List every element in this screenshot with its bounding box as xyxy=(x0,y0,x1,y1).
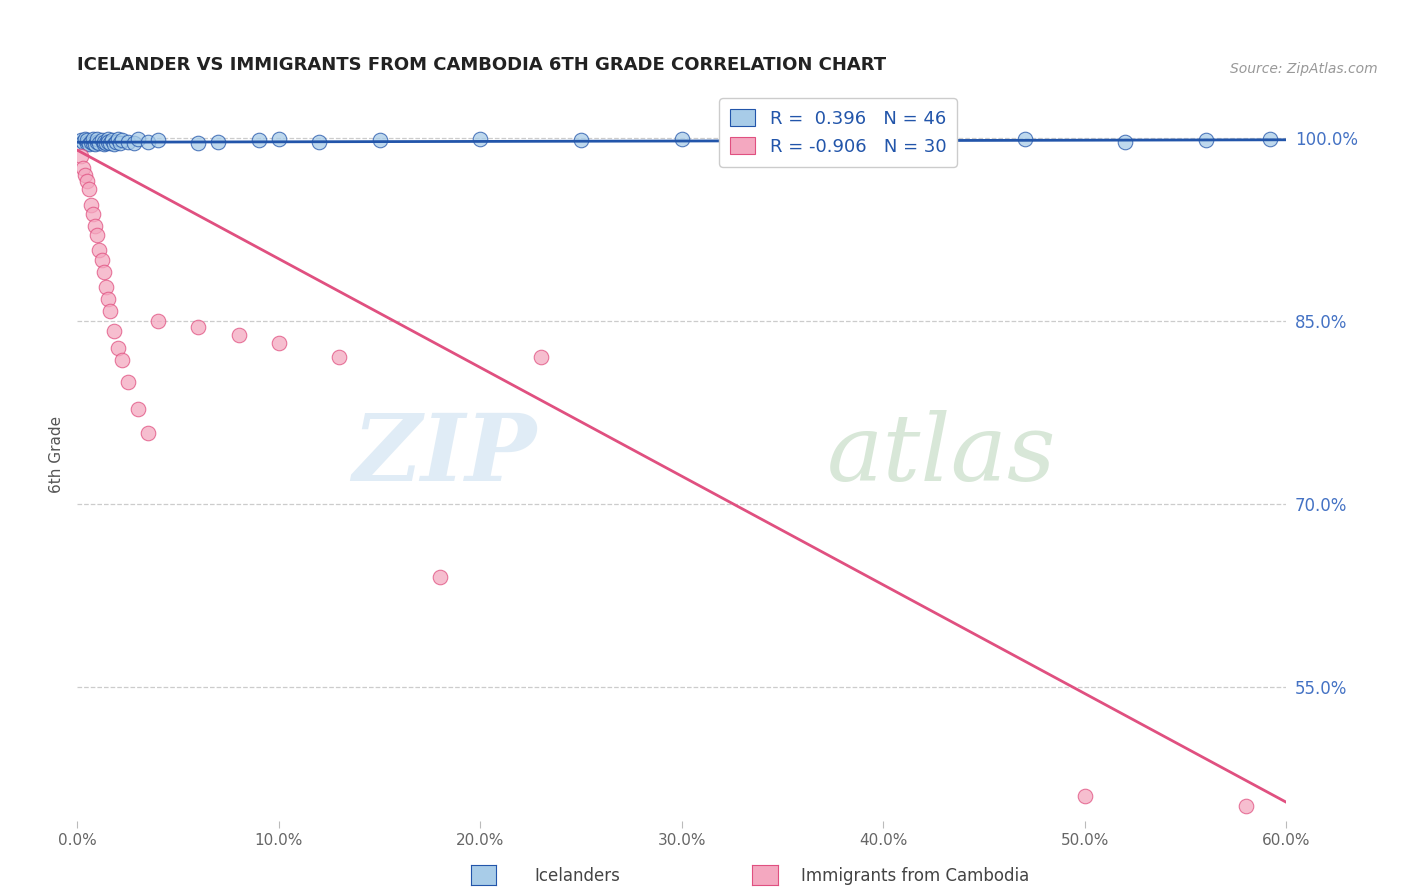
Point xyxy=(104,135,127,149)
Point xyxy=(1195,133,1218,147)
Text: Immigrants from Cambodia: Immigrants from Cambodia xyxy=(801,867,1029,885)
Point xyxy=(912,133,935,147)
Point xyxy=(111,352,134,367)
Point xyxy=(187,136,209,150)
Point xyxy=(70,149,93,163)
Point xyxy=(308,135,330,149)
Text: ICELANDER VS IMMIGRANTS FROM CAMBODIA 6TH GRADE CORRELATION CHART: ICELANDER VS IMMIGRANTS FROM CAMBODIA 6T… xyxy=(77,56,886,74)
Point xyxy=(228,328,250,343)
Point xyxy=(96,292,118,306)
Point xyxy=(94,279,117,293)
Point xyxy=(90,133,112,147)
Point xyxy=(107,132,129,146)
Point xyxy=(84,137,107,152)
Point xyxy=(187,320,209,334)
Point xyxy=(100,133,122,147)
Point xyxy=(82,206,104,220)
Point xyxy=(107,341,129,355)
Point xyxy=(86,228,108,243)
Point xyxy=(86,132,108,146)
Point xyxy=(86,135,108,149)
Point xyxy=(207,135,229,149)
Point xyxy=(671,132,693,146)
Point xyxy=(82,132,104,146)
Point xyxy=(98,136,121,150)
Point xyxy=(146,133,169,147)
Text: ZIP: ZIP xyxy=(353,410,537,500)
Point xyxy=(103,137,125,152)
Point xyxy=(127,401,149,416)
Point xyxy=(79,137,101,152)
Point xyxy=(103,324,125,338)
Point xyxy=(127,132,149,146)
Point xyxy=(75,132,97,146)
Point xyxy=(93,137,115,152)
Point xyxy=(84,219,107,233)
Point xyxy=(569,133,592,147)
Point xyxy=(89,243,111,257)
Point xyxy=(368,133,391,147)
Point xyxy=(93,135,115,149)
Point xyxy=(122,136,145,150)
Point xyxy=(96,132,118,146)
Point xyxy=(136,425,159,440)
Y-axis label: 6th Grade: 6th Grade xyxy=(49,417,65,493)
Point xyxy=(146,314,169,328)
Point xyxy=(429,570,451,584)
Point xyxy=(267,335,290,350)
Point xyxy=(1114,135,1136,149)
Point xyxy=(90,252,112,267)
Point xyxy=(328,351,350,365)
Point xyxy=(117,375,139,389)
Point xyxy=(89,136,111,150)
Point xyxy=(136,135,159,149)
Point xyxy=(96,135,118,149)
Point xyxy=(80,135,103,149)
Point xyxy=(470,132,492,146)
Point xyxy=(75,168,97,182)
Point xyxy=(94,136,117,150)
Legend: R =  0.396   N = 46, R = -0.906   N = 30: R = 0.396 N = 46, R = -0.906 N = 30 xyxy=(718,98,957,167)
Point xyxy=(530,351,553,365)
Point xyxy=(76,136,98,150)
Point xyxy=(82,136,104,150)
Point xyxy=(79,182,101,196)
Point xyxy=(80,198,103,212)
Point xyxy=(93,265,115,279)
Text: Icelanders: Icelanders xyxy=(534,867,620,885)
Point xyxy=(772,135,794,149)
Text: atlas: atlas xyxy=(827,410,1056,500)
Text: Source: ZipAtlas.com: Source: ZipAtlas.com xyxy=(1230,62,1378,77)
Point xyxy=(1260,132,1282,146)
Point xyxy=(267,132,290,146)
Point xyxy=(108,136,131,150)
Point xyxy=(76,133,98,147)
Point xyxy=(76,174,98,188)
Point xyxy=(1074,789,1097,804)
Point xyxy=(1014,132,1036,146)
Point xyxy=(72,135,94,149)
Point xyxy=(70,133,93,147)
Point xyxy=(72,161,94,176)
Point xyxy=(98,304,121,318)
Point xyxy=(1234,799,1257,814)
Point xyxy=(111,133,134,147)
Point xyxy=(247,133,270,147)
Point xyxy=(117,135,139,149)
